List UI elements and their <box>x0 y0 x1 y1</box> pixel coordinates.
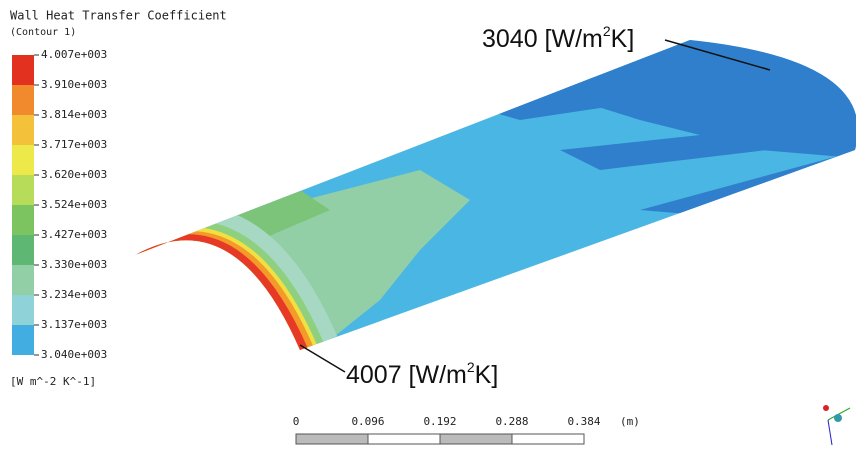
legend-label: 3.524e+003 <box>41 198 107 211</box>
legend-label: 3.814e+003 <box>41 108 107 121</box>
annotation-part: K] <box>611 25 635 53</box>
annotation-part: 2 <box>467 359 475 375</box>
legend-swatch <box>12 85 34 115</box>
legend-label: 3.040e+003 <box>41 348 107 361</box>
legend-label: 3.330e+003 <box>41 258 107 271</box>
legend-label: 3.427e+003 <box>41 228 107 241</box>
scale-unit: (m) <box>620 415 640 428</box>
legend-title: Wall Heat Transfer Coefficient <box>10 9 227 23</box>
scale-label: 0.192 <box>423 415 456 428</box>
annotation-part: 3040 [W/m <box>482 25 603 53</box>
legend-swatch <box>12 145 34 175</box>
axis-triad <box>823 405 851 446</box>
legend-swatch <box>12 295 34 325</box>
legend-label: 3.620e+003 <box>41 168 107 181</box>
legend-subtitle: (Contour 1) <box>10 27 76 38</box>
scale-label: 0.288 <box>495 415 528 428</box>
scale-bar: 0 0.096 0.192 0.288 0.384 (m) <box>293 415 640 445</box>
leader-line <box>664 39 771 71</box>
legend-swatch <box>12 235 34 265</box>
annotation-part: 2 <box>603 23 611 39</box>
scale-label: 0 <box>293 415 300 428</box>
annotation: 4007 [W/m2K] <box>346 359 498 389</box>
legend-swatch <box>12 265 34 295</box>
scale-label: 0.384 <box>567 415 600 428</box>
legend-swatch <box>12 205 34 235</box>
legend-swatch <box>12 55 34 85</box>
annotation-part: K] <box>475 361 499 389</box>
legend-swatch <box>12 325 34 355</box>
annotation-part: 4007 [W/m <box>346 361 467 389</box>
leader-line <box>299 344 346 373</box>
scale-label: 0.096 <box>351 415 384 428</box>
annotation: 3040 [W/m2K] <box>482 23 634 53</box>
legend-label: 4.007e+003 <box>41 48 107 61</box>
legend-swatch <box>12 175 34 205</box>
contour-surface <box>135 40 856 350</box>
legend-label: 3.137e+003 <box>41 318 107 331</box>
legend-label: 3.717e+003 <box>41 138 107 151</box>
legend-label: 3.910e+003 <box>41 78 107 91</box>
legend-unit: [W m^-2 K^-1] <box>10 375 96 388</box>
legend-label: 3.234e+003 <box>41 288 107 301</box>
legend-swatch <box>12 115 34 145</box>
